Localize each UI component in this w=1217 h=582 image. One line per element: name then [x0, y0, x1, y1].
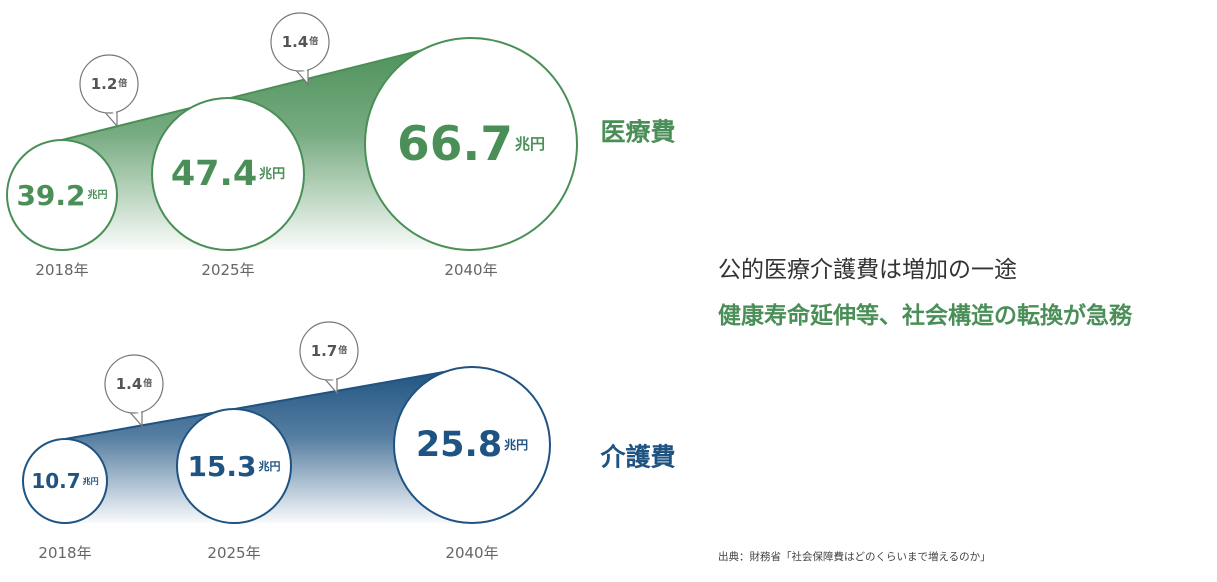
value-label: 25.8 兆円 [416, 425, 528, 465]
year-label: 2025年 [201, 261, 254, 279]
growth-line [64, 366, 473, 440]
subheadline: 健康寿命延伸等、社会構造の転換が急務 [718, 303, 1132, 329]
ratio-bubble: 1.4倍 [270, 12, 330, 86]
value-circle [364, 37, 578, 251]
value-circle [393, 366, 551, 524]
year-label: 2025年 [207, 544, 260, 562]
bubble-circle [79, 54, 139, 114]
bubble-circle [104, 354, 164, 414]
year-label: 2018年 [38, 544, 91, 562]
bubble-joint [296, 67, 307, 72]
value-circle [151, 97, 305, 251]
bubble-joint [325, 376, 336, 381]
value-circle [22, 438, 108, 524]
chart-care: 10.7 兆円 2018年 15.3 兆円 2025年 25.8 兆円 2040年 1.4倍 1.7… [22, 321, 676, 562]
value-label: 47.4 兆円 [171, 154, 285, 194]
chart-medical: 39.2 兆円 2018年 47.4 兆円 2025年 66.7 兆円 2040年 1.2倍 1.4… [6, 12, 676, 279]
value-label: 15.3 兆円 [187, 450, 280, 483]
value-label: 66.7 兆円 [397, 117, 545, 172]
year-label: 2040年 [445, 544, 498, 562]
ratio-label: 1.4倍 [116, 375, 153, 393]
year-label: 2040年 [444, 261, 497, 279]
value-circle [176, 408, 292, 524]
year-label: 2018年 [35, 261, 88, 279]
bubble-joint [105, 109, 116, 114]
chart-title: 医療費 [600, 118, 675, 147]
ratio-label: 1.4倍 [282, 33, 319, 51]
value-label: 39.2 兆円 [16, 179, 107, 212]
bubble-joint [130, 409, 141, 414]
ratio-label: 1.7倍 [311, 342, 348, 360]
bubble-circle [299, 321, 359, 381]
growth-line [61, 37, 472, 141]
bubble-circle [270, 12, 330, 72]
ratio-label: 1.2倍 [91, 75, 128, 93]
ratio-bubble: 1.2倍 [79, 54, 139, 128]
ratio-bubble: 1.4倍 [104, 354, 164, 428]
headline: 公的医療介護費は増加の一途 [718, 257, 1017, 283]
value-circle [6, 139, 118, 251]
chart-title: 介護費 [599, 443, 675, 472]
source-note: 出典：財務省「社会保障費はどのくらいまで増えるのか」 [718, 551, 991, 563]
value-label: 10.7 兆円 [31, 469, 98, 493]
ratio-bubble: 1.7倍 [299, 321, 359, 395]
